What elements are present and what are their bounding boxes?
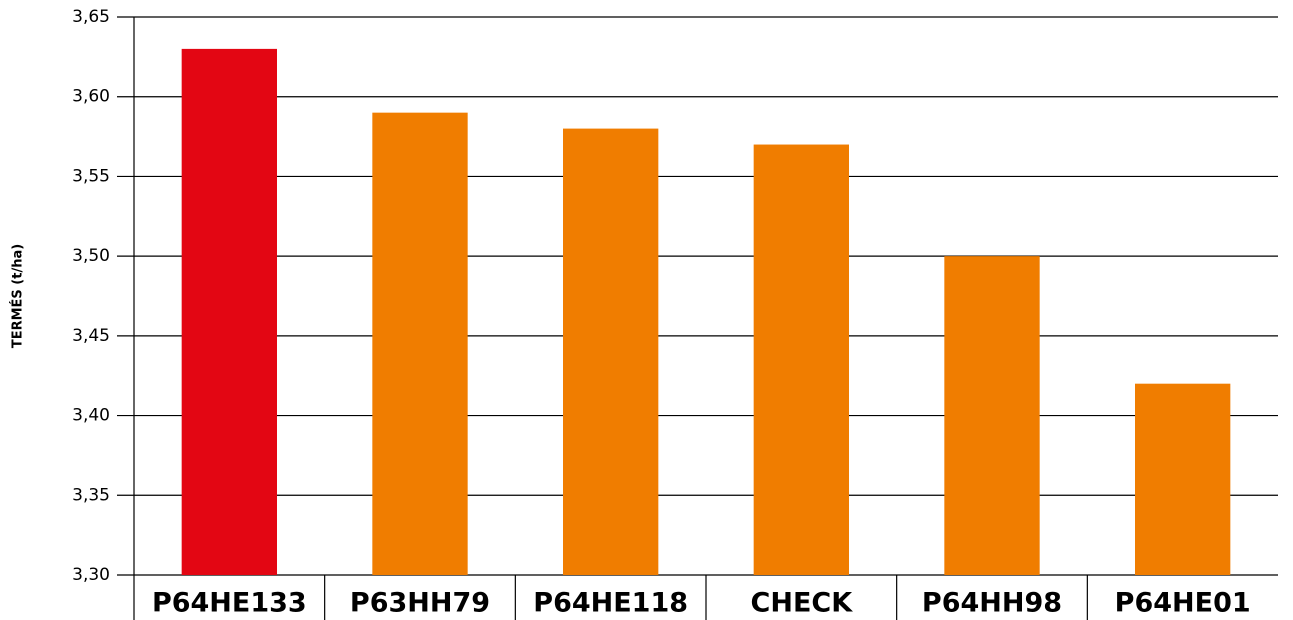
y-tick-label: 3,40 (72, 406, 110, 426)
bar (753, 144, 849, 576)
x-tick-label: P64HE01 (1115, 588, 1251, 619)
y-axis-label: TERMÉS (t/ha) (10, 244, 26, 348)
y-tick-label: 3,45 (72, 326, 110, 346)
bar (563, 128, 659, 575)
x-tick-label: P64HH98 (922, 588, 1062, 619)
x-tick-label: CHECK (751, 588, 854, 619)
y-tick-label: 3,65 (72, 7, 110, 27)
bar (181, 48, 277, 575)
y-tick-label: 3,55 (72, 166, 110, 186)
y-tick-label: 3,60 (72, 87, 110, 107)
x-tick-label: P64HE133 (152, 588, 307, 619)
x-tick-label: P63HH79 (350, 588, 490, 619)
bar (944, 256, 1040, 575)
bar (372, 112, 468, 576)
y-tick-label: 3,30 (72, 565, 110, 585)
x-tick-label: P64HE118 (533, 588, 688, 619)
y-tick-label: 3,35 (72, 485, 110, 505)
y-tick-label: 3,50 (72, 246, 110, 266)
bar (1135, 383, 1231, 575)
